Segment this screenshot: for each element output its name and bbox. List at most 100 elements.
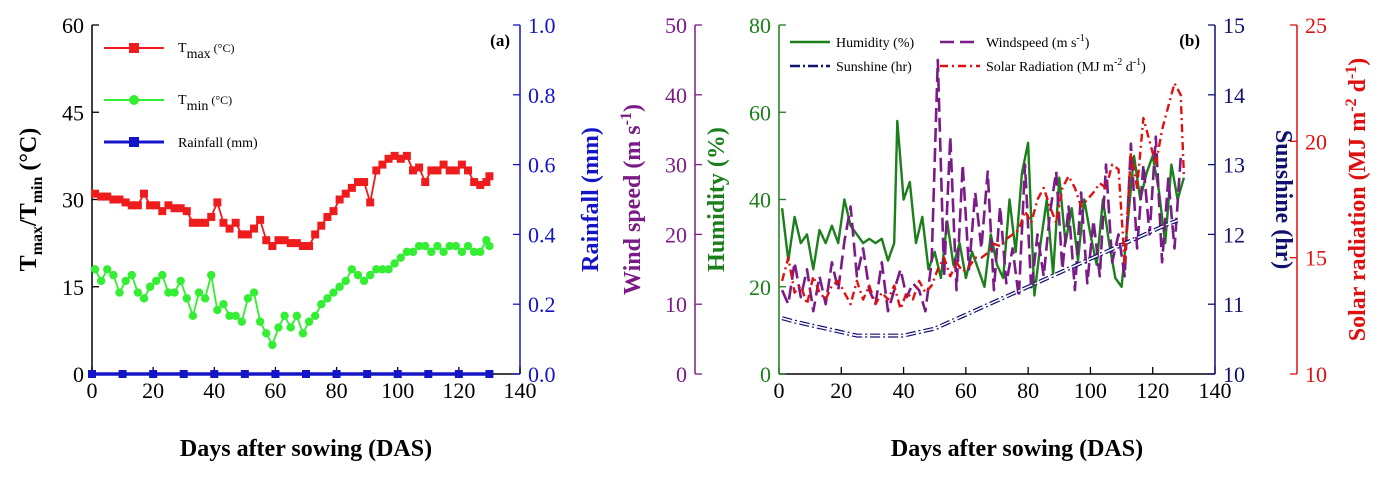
data-point bbox=[219, 300, 228, 309]
data-point bbox=[427, 166, 436, 175]
x-axis-label: Days after sowing (DAS) bbox=[891, 436, 1143, 462]
data-point bbox=[231, 311, 240, 321]
label-sup: -1 bbox=[1343, 66, 1360, 79]
data-point bbox=[91, 189, 100, 198]
data-point bbox=[256, 215, 265, 224]
data-point bbox=[243, 294, 253, 303]
legend-text: Humidity (%) bbox=[836, 36, 914, 51]
data-point bbox=[335, 195, 344, 204]
data-point bbox=[363, 370, 372, 378]
data-point bbox=[97, 192, 106, 201]
data-point bbox=[353, 270, 363, 280]
data-point bbox=[158, 270, 167, 280]
y-tick-label-left: 15 bbox=[62, 275, 84, 300]
data-point bbox=[139, 294, 149, 303]
legend-entry-0: Humidity (%) bbox=[836, 36, 914, 51]
data-point bbox=[219, 218, 228, 227]
data-point bbox=[237, 230, 246, 239]
legend-sup: -1 bbox=[1133, 57, 1141, 68]
y-tick-label-3: 20 bbox=[1305, 129, 1327, 154]
data-point bbox=[451, 166, 460, 175]
data-point bbox=[485, 241, 494, 251]
data-point bbox=[390, 259, 399, 268]
x-tick-label: 80 bbox=[1017, 378, 1039, 403]
legend-entry-1: Tmin (°C) bbox=[178, 93, 232, 114]
data-point bbox=[317, 221, 326, 230]
data-point bbox=[176, 204, 185, 213]
y-tick-label-left: 0 bbox=[73, 362, 84, 387]
data-point bbox=[146, 201, 155, 210]
data-point bbox=[366, 270, 375, 280]
y-tick-label-1: 40 bbox=[749, 188, 771, 213]
data-point bbox=[121, 198, 130, 207]
y-tick-label-0: 50 bbox=[665, 13, 687, 38]
data-point bbox=[372, 265, 381, 274]
y-tick-label-1: 20 bbox=[749, 275, 771, 300]
data-point bbox=[378, 265, 387, 274]
data-point bbox=[176, 276, 185, 286]
legend-text: Rainfall (mm) bbox=[178, 136, 258, 151]
y-tick-label-2: 13 bbox=[1223, 153, 1245, 178]
data-point bbox=[115, 195, 124, 204]
data-point bbox=[433, 166, 442, 175]
y-tick-label-left: 60 bbox=[62, 13, 84, 38]
y-tick-label-2: 12 bbox=[1223, 222, 1245, 247]
label-sup: -2 bbox=[1343, 98, 1360, 111]
label-part: ) bbox=[620, 104, 646, 112]
legend-text: T bbox=[178, 41, 187, 56]
x-tick-label: 0 bbox=[87, 378, 98, 403]
data-point bbox=[335, 282, 344, 291]
data-point bbox=[421, 241, 430, 251]
data-point bbox=[469, 247, 479, 257]
x-tick-label: 100 bbox=[381, 378, 414, 403]
data-point bbox=[188, 311, 198, 321]
data-point bbox=[402, 247, 412, 257]
data-point bbox=[347, 265, 357, 274]
data-point bbox=[378, 160, 387, 169]
data-point bbox=[225, 224, 234, 233]
x-tick-label: 20 bbox=[830, 378, 852, 403]
data-point bbox=[439, 160, 448, 169]
legend-text: ) bbox=[1141, 60, 1146, 75]
data-point bbox=[454, 370, 463, 378]
data-point bbox=[408, 247, 418, 257]
data-point bbox=[384, 265, 393, 274]
data-point bbox=[158, 207, 167, 216]
data-point bbox=[393, 370, 402, 378]
data-point bbox=[298, 329, 308, 338]
y-tick-label-3: 10 bbox=[1305, 362, 1327, 387]
data-point bbox=[359, 276, 369, 286]
x-tick-label: 40 bbox=[893, 378, 915, 403]
x-tick-label: 80 bbox=[326, 378, 348, 403]
data-point bbox=[170, 288, 179, 297]
data-point bbox=[464, 166, 473, 175]
legend-text: T bbox=[178, 93, 187, 108]
data-point bbox=[360, 178, 369, 187]
data-point bbox=[457, 247, 467, 257]
y-tick-label-right: 1.0 bbox=[528, 13, 556, 38]
legend-sub: max bbox=[187, 47, 211, 62]
label-part: Solar radiation (MJ m bbox=[1345, 112, 1371, 342]
data-point bbox=[109, 270, 118, 280]
data-point bbox=[103, 192, 112, 201]
y-tick-label-right: 0.4 bbox=[528, 222, 556, 247]
data-point bbox=[445, 241, 454, 251]
data-point bbox=[249, 288, 259, 297]
legend-text: Solar Radiation (MJ m bbox=[986, 60, 1114, 75]
legend-entry-0: Tmax (°C) bbox=[178, 41, 234, 62]
data-point bbox=[127, 201, 136, 210]
data-point bbox=[182, 294, 191, 303]
data-point bbox=[268, 340, 277, 350]
data-point bbox=[396, 253, 405, 262]
legend-tail: (°C) bbox=[208, 93, 232, 107]
x-tick-label: 60 bbox=[264, 378, 286, 403]
y-label-sub: min bbox=[29, 177, 46, 204]
data-point bbox=[372, 166, 381, 175]
legend-marker bbox=[129, 43, 139, 53]
data-point bbox=[457, 160, 466, 169]
y-axis-label-sunshine: Sunshine (hr) bbox=[1270, 130, 1296, 269]
panel-label: (a) bbox=[490, 31, 510, 50]
data-point bbox=[414, 241, 424, 251]
data-point bbox=[433, 241, 442, 251]
